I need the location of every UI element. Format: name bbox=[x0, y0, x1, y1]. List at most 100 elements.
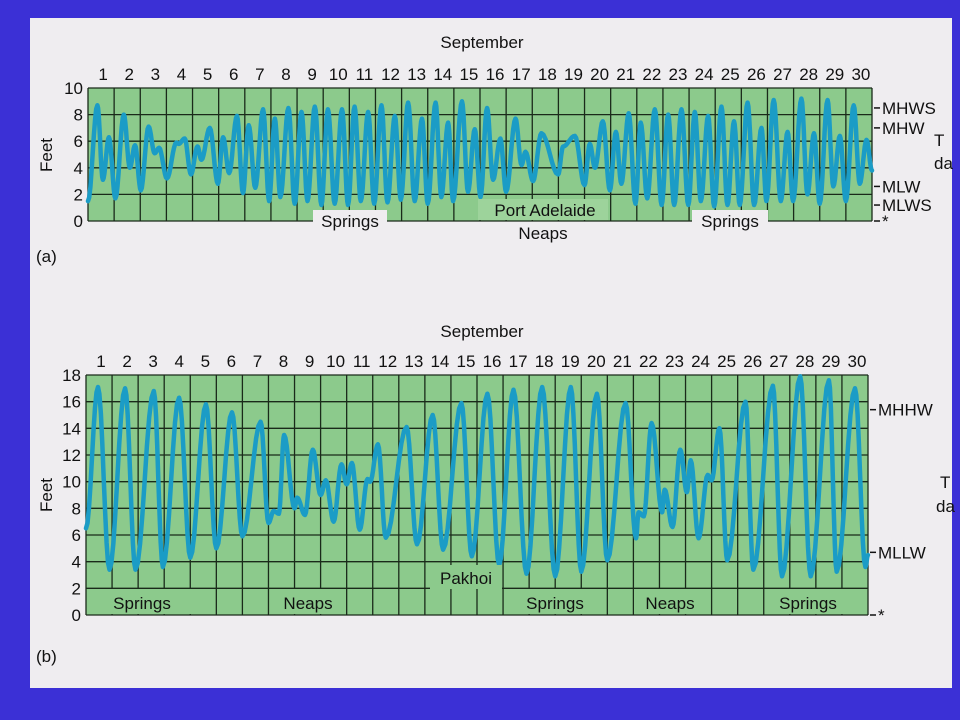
chart-a-reference-label: * bbox=[882, 212, 889, 231]
chart-b-day-label: 30 bbox=[848, 352, 867, 371]
chart-a-day-label: 7 bbox=[255, 65, 264, 84]
chart-b-day-label: 12 bbox=[378, 352, 397, 371]
chart-a-springs-label-2: Springs bbox=[701, 212, 759, 231]
chart-a-day-label: 17 bbox=[512, 65, 531, 84]
chart-b-day-label: 28 bbox=[795, 352, 814, 371]
chart-b-springs-box-1 bbox=[88, 589, 196, 614]
chart-b-day-label: 20 bbox=[587, 352, 606, 371]
chart-b-day-label: 6 bbox=[227, 352, 236, 371]
chart-b-day-label: 19 bbox=[561, 352, 580, 371]
chart-b-reference-label: MHHW bbox=[878, 401, 933, 420]
chart-b-day-label: 7 bbox=[253, 352, 262, 371]
chart-b-day-label: 5 bbox=[201, 352, 210, 371]
chart-b-day-label: 22 bbox=[639, 352, 658, 371]
chart-b-day-label: 3 bbox=[148, 352, 157, 371]
chart-b-day-label: 1 bbox=[96, 352, 105, 371]
chart-b-neaps-label-1: Neaps bbox=[283, 594, 332, 613]
chart-a-reference-label: MLW bbox=[882, 177, 920, 196]
chart-b-ytick-label: 18 bbox=[62, 366, 81, 385]
chart-b-day-label: 29 bbox=[821, 352, 840, 371]
chart-b-title: September bbox=[440, 322, 523, 341]
chart-b-day-label: 25 bbox=[717, 352, 736, 371]
chart-b-ytick-label: 10 bbox=[62, 473, 81, 492]
chart-b-ytick-label: 16 bbox=[62, 393, 81, 412]
chart-b-day-label: 27 bbox=[769, 352, 788, 371]
chart-b-neaps-box-2 bbox=[634, 589, 706, 614]
chart-a-day-label: 13 bbox=[407, 65, 426, 84]
chart-b-day-label: 24 bbox=[691, 352, 710, 371]
chart-b-day-label: 21 bbox=[613, 352, 632, 371]
chart-a-reference-label: MHW bbox=[882, 119, 924, 138]
chart-a-ytick-label: 8 bbox=[74, 106, 83, 125]
chart-a-day-label: 29 bbox=[825, 65, 844, 84]
chart-a-springs-label-bg-2 bbox=[692, 210, 768, 230]
chart-b-springs-label-3: Springs bbox=[779, 594, 837, 613]
chart-b-ytick-label: 2 bbox=[72, 579, 81, 598]
chart-b-day-label: 11 bbox=[353, 352, 371, 371]
chart-a-reference-label: MLWS bbox=[882, 196, 932, 215]
chart-b-panel-label: (b) bbox=[36, 647, 57, 666]
chart-a-ylabel: Feet bbox=[37, 138, 56, 172]
chart-b-day-label: 18 bbox=[535, 352, 554, 371]
chart-a-springs-label-1: Springs bbox=[321, 212, 379, 231]
chart-a-day-label: 15 bbox=[459, 65, 478, 84]
chart-b-springs-box-3 bbox=[766, 589, 850, 614]
chart-b-ytick-label: 6 bbox=[72, 526, 81, 545]
chart-b-station-label: Pakhoi bbox=[440, 569, 492, 588]
chart-a-day-label: 2 bbox=[124, 65, 133, 84]
chart-a-day-label: 24 bbox=[695, 65, 714, 84]
chart-b-day-label: 26 bbox=[743, 352, 762, 371]
chart-a-day-label: 8 bbox=[281, 65, 290, 84]
chart-a-day-label: 20 bbox=[590, 65, 609, 84]
chart-a-ytick-label: 2 bbox=[74, 185, 83, 204]
chart-b-ylabel: Feet bbox=[37, 478, 56, 512]
chart-b-day-label: 4 bbox=[174, 352, 183, 371]
chart-a-panel-label: (a) bbox=[36, 247, 57, 266]
chart-a-day-label: 10 bbox=[329, 65, 348, 84]
chart-b-cutoff-text-1: T bbox=[940, 473, 950, 492]
chart-b-reference-label: * bbox=[878, 606, 885, 625]
chart-b-ytick-label: 8 bbox=[72, 499, 81, 518]
chart-a-day-label: 1 bbox=[98, 65, 107, 84]
chart-a-day-label: 26 bbox=[747, 65, 766, 84]
chart-a-ytick-label: 4 bbox=[74, 159, 83, 178]
chart-a-ytick-label: 10 bbox=[64, 79, 83, 98]
chart-a-station-box bbox=[478, 199, 608, 220]
chart-b-neaps-label-2: Neaps bbox=[645, 594, 694, 613]
chart-a-day-label: 18 bbox=[538, 65, 557, 84]
chart-a-day-label: 16 bbox=[486, 65, 505, 84]
chart-a-tide-line bbox=[85, 96, 875, 209]
chart-a-title: September bbox=[440, 33, 523, 52]
chart-a-day-label: 22 bbox=[642, 65, 661, 84]
chart-a-ytick-label: 0 bbox=[74, 212, 83, 231]
chart-b-day-label: 15 bbox=[457, 352, 476, 371]
chart-b-tide-line bbox=[83, 374, 871, 579]
chart-b-neaps-box-1 bbox=[270, 589, 346, 614]
chart-b-day-label: 2 bbox=[122, 352, 131, 371]
chart-a-day-label: 9 bbox=[307, 65, 316, 84]
chart-b-day-label: 16 bbox=[483, 352, 502, 371]
chart-a-day-label: 30 bbox=[851, 65, 870, 84]
chart-a-day-label: 23 bbox=[669, 65, 688, 84]
chart-b-ytick-label: 14 bbox=[62, 419, 81, 438]
chart-a-cutoff-text-1: T bbox=[934, 131, 944, 150]
chart-b-ytick-label: 0 bbox=[72, 606, 81, 625]
chart-a-day-label: 25 bbox=[721, 65, 740, 84]
chart-b-springs-box-2 bbox=[514, 589, 596, 614]
chart-b-station-box bbox=[430, 565, 502, 589]
chart-b-ytick-label: 4 bbox=[72, 553, 81, 572]
chart-a-neaps-label: Neaps bbox=[518, 224, 567, 243]
chart-a-day-label: 3 bbox=[151, 65, 160, 84]
chart-b-ytick-label: 12 bbox=[62, 446, 81, 465]
chart-a-station-label: Port Adelaide bbox=[494, 201, 595, 220]
chart-b-day-label: 10 bbox=[326, 352, 345, 371]
chart-a-day-label: 6 bbox=[229, 65, 238, 84]
chart-b-day-label: 14 bbox=[430, 352, 449, 371]
chart-a-day-label: 28 bbox=[799, 65, 818, 84]
chart-a-day-label: 4 bbox=[177, 65, 186, 84]
chart-a-day-label: 11 bbox=[356, 65, 374, 84]
chart-a-springs-label-bg bbox=[313, 210, 387, 230]
